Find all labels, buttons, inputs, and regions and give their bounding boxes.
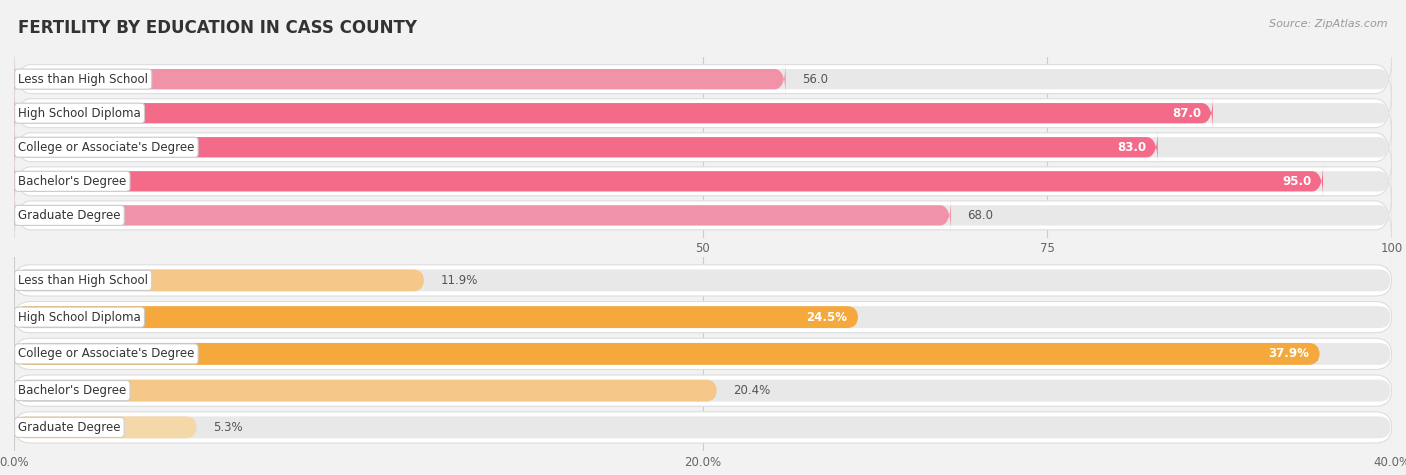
Text: Bachelor's Degree: Bachelor's Degree — [18, 175, 127, 188]
FancyBboxPatch shape — [14, 130, 1157, 164]
Text: 11.9%: 11.9% — [440, 274, 478, 287]
Text: 95.0: 95.0 — [1282, 175, 1312, 188]
Text: Bachelor's Degree: Bachelor's Degree — [18, 384, 127, 397]
FancyBboxPatch shape — [14, 417, 197, 438]
FancyBboxPatch shape — [14, 343, 1320, 365]
FancyBboxPatch shape — [14, 265, 1392, 296]
FancyBboxPatch shape — [15, 62, 1391, 96]
Text: College or Associate's Degree: College or Associate's Degree — [18, 347, 194, 361]
FancyBboxPatch shape — [14, 302, 1392, 333]
FancyBboxPatch shape — [14, 375, 1392, 406]
Text: High School Diploma: High School Diploma — [18, 311, 141, 323]
Text: 56.0: 56.0 — [803, 73, 828, 86]
FancyBboxPatch shape — [14, 380, 717, 401]
FancyBboxPatch shape — [14, 155, 1392, 208]
FancyBboxPatch shape — [14, 62, 786, 96]
FancyBboxPatch shape — [15, 96, 1391, 130]
Text: Less than High School: Less than High School — [18, 73, 148, 86]
FancyBboxPatch shape — [15, 164, 1391, 199]
Text: 83.0: 83.0 — [1118, 141, 1147, 154]
FancyBboxPatch shape — [15, 417, 1391, 438]
FancyBboxPatch shape — [14, 306, 858, 328]
FancyBboxPatch shape — [15, 380, 1391, 401]
Text: Source: ZipAtlas.com: Source: ZipAtlas.com — [1270, 19, 1388, 29]
Text: Graduate Degree: Graduate Degree — [18, 209, 121, 222]
FancyBboxPatch shape — [15, 130, 1391, 164]
Text: FERTILITY BY EDUCATION IN CASS COUNTY: FERTILITY BY EDUCATION IN CASS COUNTY — [18, 19, 418, 37]
Text: 20.4%: 20.4% — [734, 384, 770, 397]
FancyBboxPatch shape — [14, 198, 950, 232]
FancyBboxPatch shape — [15, 269, 1391, 291]
Text: Graduate Degree: Graduate Degree — [18, 421, 121, 434]
Text: 5.3%: 5.3% — [214, 421, 243, 434]
Text: High School Diploma: High School Diploma — [18, 107, 141, 120]
FancyBboxPatch shape — [14, 87, 1392, 140]
FancyBboxPatch shape — [14, 412, 1392, 443]
FancyBboxPatch shape — [14, 269, 425, 291]
Text: 87.0: 87.0 — [1173, 107, 1202, 120]
FancyBboxPatch shape — [14, 189, 1392, 242]
Text: Less than High School: Less than High School — [18, 274, 148, 287]
FancyBboxPatch shape — [15, 198, 1391, 232]
FancyBboxPatch shape — [14, 121, 1392, 174]
Text: 68.0: 68.0 — [967, 209, 994, 222]
Text: College or Associate's Degree: College or Associate's Degree — [18, 141, 194, 154]
FancyBboxPatch shape — [14, 338, 1392, 370]
FancyBboxPatch shape — [15, 306, 1391, 328]
Text: 24.5%: 24.5% — [806, 311, 846, 323]
FancyBboxPatch shape — [14, 96, 1213, 130]
FancyBboxPatch shape — [14, 164, 1323, 199]
FancyBboxPatch shape — [15, 343, 1391, 365]
FancyBboxPatch shape — [14, 53, 1392, 105]
Text: 37.9%: 37.9% — [1268, 347, 1309, 361]
